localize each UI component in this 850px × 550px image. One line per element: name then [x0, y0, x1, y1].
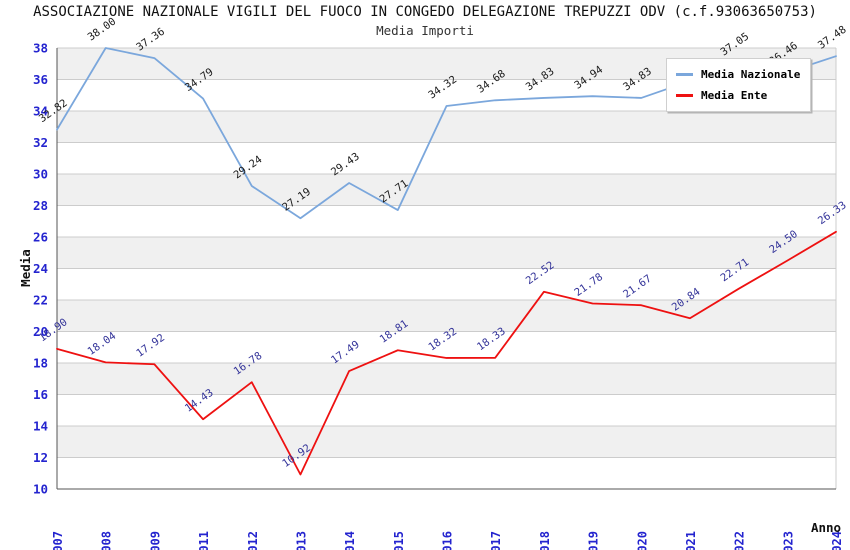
y-tick-label: 18 [33, 356, 48, 371]
x-tick-label: 2009 [148, 531, 162, 550]
x-tick-label: 2018 [538, 531, 552, 550]
chart-subtitle: Media Importi [376, 23, 474, 38]
x-tick-label: 2014 [343, 531, 357, 550]
y-tick-label: 36 [33, 72, 48, 87]
y-tick-label: 34 [33, 104, 48, 119]
x-tick-label: 2017 [489, 531, 503, 550]
y-tick-label: 20 [33, 324, 48, 339]
y-tick-label: 26 [33, 230, 48, 245]
x-tick-label: 2015 [392, 531, 406, 550]
x-tick-label: 2011 [197, 531, 211, 550]
x-tick-label: 2020 [635, 531, 649, 550]
x-tick-label: 2024 [830, 531, 844, 550]
x-tick-label: 2016 [441, 531, 455, 550]
x-tick-label: 2023 [781, 531, 795, 550]
plot-band [57, 111, 836, 143]
legend-item: Media Ente [676, 85, 800, 106]
plot-band [57, 174, 836, 206]
y-tick-label: 22 [33, 293, 48, 308]
x-tick-label: 2021 [684, 531, 698, 550]
y-axis-title: Media [18, 249, 33, 287]
plot-band [57, 394, 836, 426]
x-tick-label: 2008 [100, 531, 114, 550]
x-tick-label: 2013 [294, 531, 308, 550]
y-tick-label: 10 [33, 482, 48, 497]
y-tick-label: 38 [33, 41, 48, 56]
x-tick-label: 2022 [733, 531, 747, 550]
y-tick-label: 30 [33, 167, 48, 182]
y-tick-label: 16 [33, 387, 48, 402]
series-line-media-ente [56, 230, 837, 476]
y-tick-label: 24 [33, 261, 48, 276]
plot-band [57, 300, 836, 332]
plot-band [57, 363, 836, 395]
y-tick-label: 12 [33, 450, 48, 465]
x-tick-label: 2019 [587, 531, 601, 550]
x-axis-title: Anno [811, 520, 841, 535]
point-label: 38.00 [86, 15, 119, 43]
plot-band [57, 142, 836, 174]
plot-band [57, 268, 836, 300]
plot-band [57, 237, 836, 269]
plot-band [57, 205, 836, 237]
point-label: 37.48 [816, 24, 849, 52]
y-tick-label: 32 [33, 135, 48, 150]
x-tick-label: 2007 [51, 531, 65, 550]
y-tick-label: 28 [33, 198, 48, 213]
legend-swatch-icon [676, 94, 693, 97]
plot-band [57, 426, 836, 458]
x-tick-label: 2012 [246, 531, 260, 550]
chart-title: ASSOCIAZIONE NAZIONALE VIGILI DEL FUOCO … [33, 4, 817, 20]
y-tick-label: 14 [33, 419, 48, 434]
legend-swatch-icon [676, 73, 693, 76]
legend: Media Nazionale Media Ente [666, 58, 812, 112]
legend-label: Media Nazionale [701, 68, 801, 81]
legend-label: Media Ente [701, 89, 768, 102]
legend-item: Media Nazionale [676, 64, 800, 85]
plot-band [57, 457, 836, 489]
